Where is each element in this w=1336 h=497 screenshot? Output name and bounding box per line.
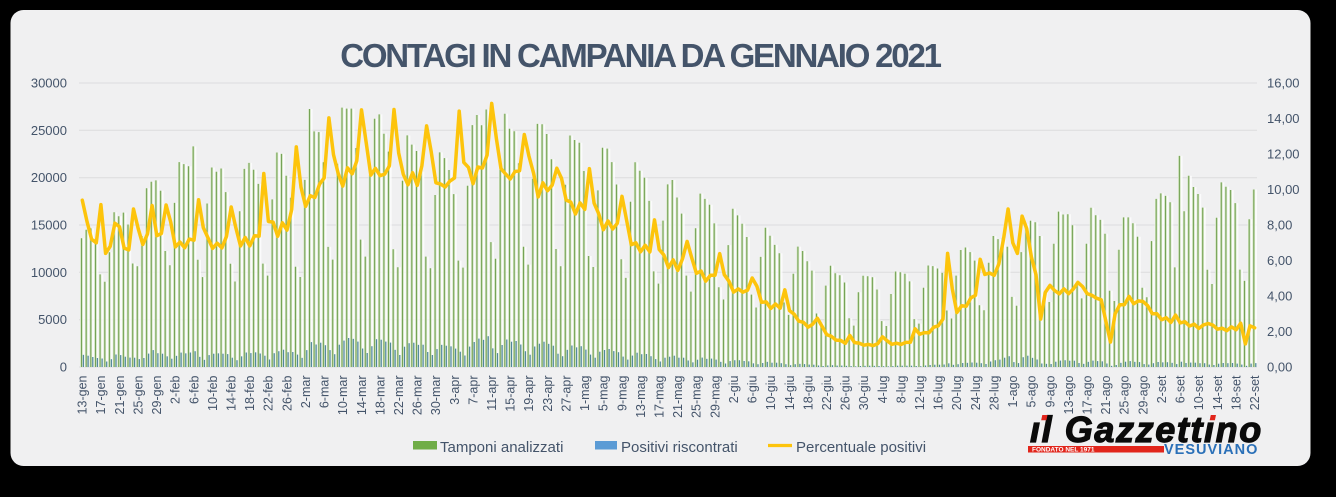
svg-text:20000: 20000 [31, 170, 67, 185]
svg-text:13-gen: 13-gen [76, 375, 90, 414]
svg-text:26-mar: 26-mar [411, 376, 425, 416]
svg-text:8,00: 8,00 [1267, 218, 1292, 233]
svg-text:6-mar: 6-mar [318, 376, 332, 409]
svg-text:14-mar: 14-mar [355, 376, 369, 416]
svg-text:24-lug: 24-lug [969, 375, 983, 410]
svg-text:26-feb: 26-feb [280, 375, 294, 410]
svg-text:25-mag: 25-mag [690, 375, 704, 417]
svg-text:26-giu: 26-giu [839, 375, 853, 410]
svg-text:6,00: 6,00 [1267, 253, 1292, 268]
svg-text:25000: 25000 [31, 123, 67, 138]
svg-text:Positivi riscontrati: Positivi riscontrati [621, 439, 738, 456]
svg-text:VESUVIANO: VESUVIANO [1164, 442, 1258, 458]
svg-text:1-ago: 1-ago [1006, 375, 1020, 407]
svg-text:13-ago: 13-ago [1062, 375, 1076, 414]
svg-text:15000: 15000 [31, 218, 67, 233]
svg-text:11-apr: 11-apr [485, 376, 499, 411]
svg-text:8-lug: 8-lug [894, 375, 908, 403]
svg-text:15-apr: 15-apr [504, 376, 518, 412]
svg-text:9-mag: 9-mag [615, 375, 629, 410]
svg-text:2,00: 2,00 [1267, 324, 1292, 339]
svg-text:1-mag: 1-mag [578, 375, 592, 410]
svg-text:19-apr: 19-apr [522, 376, 536, 412]
svg-text:Tamponi analizzati: Tamponi analizzati [440, 439, 563, 456]
svg-text:25-ago: 25-ago [1118, 375, 1132, 414]
svg-text:10-set: 10-set [1192, 375, 1206, 410]
svg-text:9-ago: 9-ago [1043, 375, 1057, 407]
svg-text:Percentuale positivi: Percentuale positivi [796, 439, 926, 456]
svg-text:6-feb: 6-feb [187, 375, 201, 404]
svg-text:2-mar: 2-mar [299, 376, 313, 409]
svg-text:22-feb: 22-feb [262, 375, 276, 410]
svg-text:14-giu: 14-giu [783, 375, 797, 410]
svg-text:22-set: 22-set [1248, 375, 1262, 410]
svg-text:0: 0 [60, 360, 67, 375]
svg-text:5-mag: 5-mag [597, 375, 611, 410]
svg-text:10000: 10000 [31, 265, 67, 280]
svg-text:5000: 5000 [38, 312, 67, 327]
svg-text:18-feb: 18-feb [243, 375, 257, 410]
svg-text:14-set: 14-set [1211, 375, 1225, 410]
svg-text:ıl Gazzettıno: ıl Gazzettıno [1030, 409, 1263, 450]
svg-text:CONTAGI IN CAMPANIA DA GENNAIO: CONTAGI IN CAMPANIA DA GENNAIO 2021 [340, 37, 941, 74]
svg-text:10,00: 10,00 [1267, 182, 1300, 197]
svg-text:7-apr: 7-apr [466, 376, 480, 405]
svg-text:25-gen: 25-gen [132, 375, 146, 414]
svg-text:22-giu: 22-giu [820, 375, 834, 410]
svg-text:10-feb: 10-feb [206, 375, 220, 410]
svg-text:12,00: 12,00 [1267, 147, 1300, 162]
svg-text:27-apr: 27-apr [560, 376, 574, 412]
svg-text:20-lug: 20-lug [950, 375, 964, 410]
svg-text:30-giu: 30-giu [857, 375, 871, 410]
svg-text:6-set: 6-set [1174, 375, 1188, 403]
svg-text:3-apr: 3-apr [448, 376, 462, 405]
svg-text:4,00: 4,00 [1267, 289, 1292, 304]
svg-text:2-feb: 2-feb [169, 375, 183, 404]
svg-text:FONDATO NEL 1971: FONDATO NEL 1971 [1032, 447, 1095, 454]
svg-text:17-ago: 17-ago [1081, 375, 1095, 414]
svg-text:2-giu: 2-giu [727, 375, 741, 403]
svg-text:5-ago: 5-ago [1025, 375, 1039, 407]
svg-text:16-lug: 16-lug [932, 375, 946, 410]
svg-text:17-mag: 17-mag [653, 375, 667, 417]
svg-text:29-mag: 29-mag [708, 375, 722, 417]
svg-text:30-mar: 30-mar [429, 376, 443, 416]
svg-text:21-gen: 21-gen [113, 375, 127, 414]
svg-text:4-lug: 4-lug [876, 375, 890, 403]
svg-text:2-set: 2-set [1155, 375, 1169, 403]
svg-text:10-mar: 10-mar [336, 376, 350, 416]
svg-text:14-feb: 14-feb [225, 375, 239, 410]
svg-text:18-set: 18-set [1229, 375, 1243, 410]
svg-text:14,00: 14,00 [1267, 111, 1300, 126]
svg-text:16,00: 16,00 [1267, 76, 1300, 91]
svg-text:23-apr: 23-apr [541, 376, 555, 412]
svg-text:29-gen: 29-gen [150, 375, 164, 414]
svg-text:18-giu: 18-giu [801, 375, 815, 410]
svg-text:22-mar: 22-mar [392, 376, 406, 416]
svg-text:28-lug: 28-lug [988, 375, 1002, 410]
svg-text:0,00: 0,00 [1267, 360, 1292, 375]
svg-text:17-gen: 17-gen [94, 375, 108, 414]
svg-text:6-giu: 6-giu [746, 375, 760, 403]
svg-text:10-giu: 10-giu [764, 375, 778, 410]
svg-text:12-lug: 12-lug [913, 375, 927, 410]
svg-text:29-ago: 29-ago [1136, 375, 1150, 414]
svg-text:21-ago: 21-ago [1099, 375, 1113, 414]
svg-text:13-mag: 13-mag [634, 375, 648, 417]
svg-text:18-mar: 18-mar [373, 376, 387, 416]
svg-text:21-mag: 21-mag [671, 375, 685, 417]
svg-text:30000: 30000 [31, 76, 67, 91]
